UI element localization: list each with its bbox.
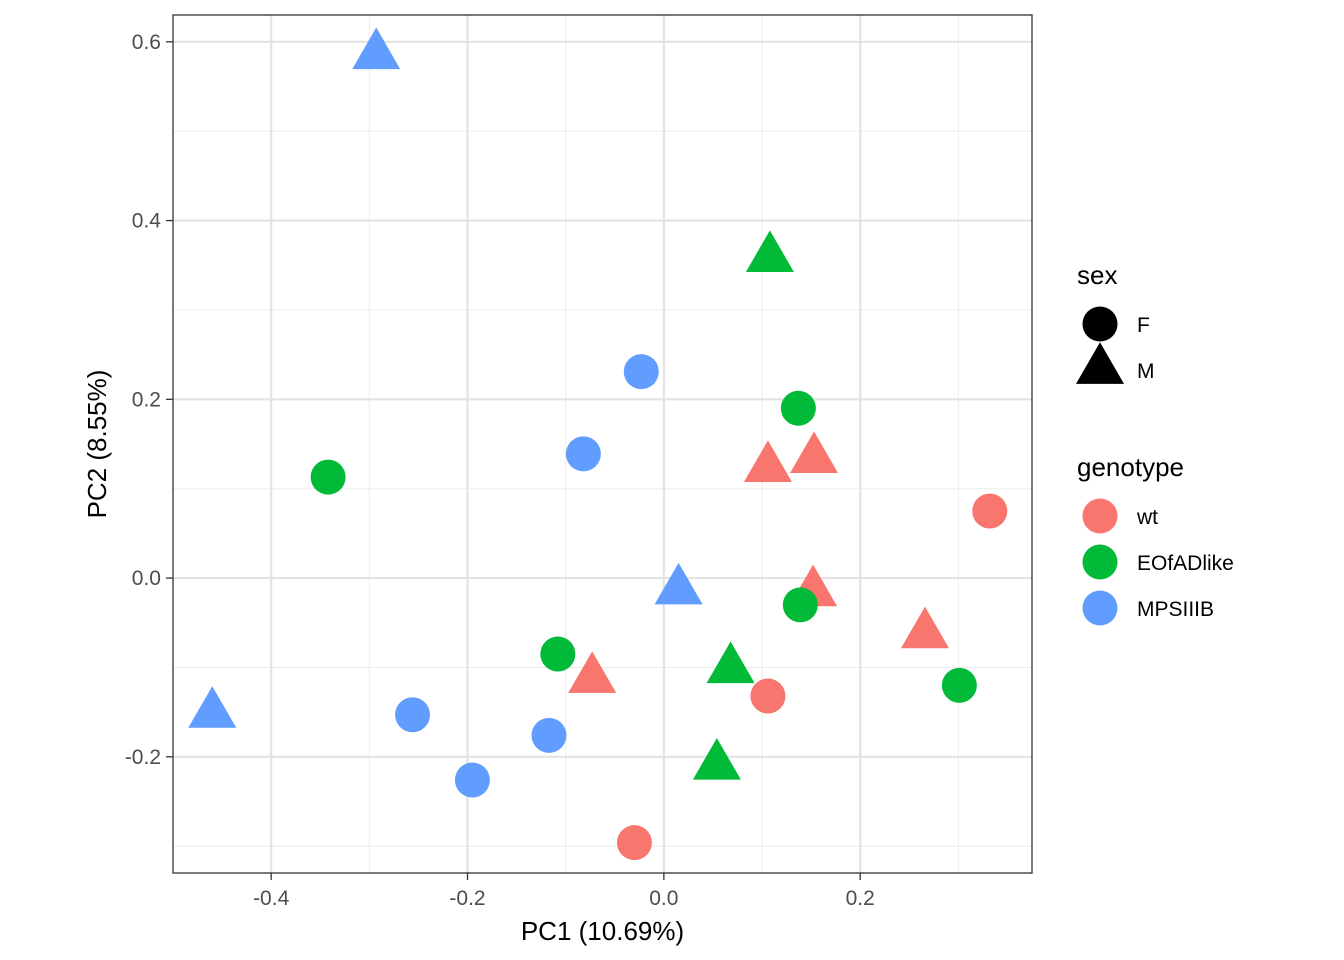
point-mpsiiib-male xyxy=(352,27,401,70)
point-eofadlike-female xyxy=(782,587,818,623)
point-mpsiiib-female xyxy=(454,762,490,798)
point-mpsiiib-male xyxy=(654,562,703,605)
point-eofadlike-female xyxy=(310,459,346,495)
data-points xyxy=(188,27,1008,861)
y-tick-label: 0.0 xyxy=(132,567,161,590)
legend-sex-title: sex xyxy=(1077,260,1117,290)
point-wt-male xyxy=(743,440,792,482)
x-tick-label: 0.2 xyxy=(846,887,875,910)
y-axis-title: PC2 (8.55%) xyxy=(82,370,112,519)
plot-panel-border xyxy=(172,14,1033,874)
legend-key-circle xyxy=(1082,306,1118,342)
x-tick-label: -0.4 xyxy=(253,887,290,910)
y-tick-label: 0.4 xyxy=(132,210,162,233)
point-eofadlike-female xyxy=(540,636,576,672)
legend-label-mpsiiib: MPSIIIB xyxy=(1137,598,1214,621)
y-tick-label: 0.6 xyxy=(132,31,161,54)
x-axis-title: PC1 (10.69%) xyxy=(521,916,684,946)
point-mpsiiib-male xyxy=(188,686,237,728)
point-mpsiiib-female xyxy=(395,697,431,733)
legend-key-eofadlike xyxy=(1082,544,1118,580)
point-wt-male xyxy=(568,651,617,693)
point-wt-male xyxy=(900,606,949,649)
legend-label-m: M xyxy=(1137,360,1155,383)
legend-key-mpsiiib xyxy=(1082,590,1118,626)
point-mpsiiib-female xyxy=(623,354,659,390)
legend-sex-items: FM xyxy=(1076,306,1155,384)
point-eofadlike-male xyxy=(706,641,755,684)
axis-ticks: -0.4 -0.2 0.0 0.2 -0.2 0.0 0.2 0.4 0.6 xyxy=(125,31,875,910)
legend-key-wt xyxy=(1082,498,1118,534)
legend-key-triangle xyxy=(1076,342,1124,384)
point-mpsiiib-female xyxy=(565,436,601,472)
point-eofadlike-male xyxy=(745,230,794,272)
legend-genotype-title: genotype xyxy=(1077,452,1184,482)
point-wt-female xyxy=(750,678,786,714)
legend-label-eofadlike: EOfADlike xyxy=(1137,552,1234,575)
legend-label-wt: wt xyxy=(1136,506,1158,529)
point-wt-female xyxy=(616,825,652,861)
point-eofadlike-female xyxy=(780,390,816,426)
y-tick-label: 0.2 xyxy=(132,388,161,411)
point-mpsiiib-female xyxy=(531,717,567,753)
point-wt-male xyxy=(790,431,839,474)
legend-genotype-items: wt EOfADlike MPSIIIB xyxy=(1082,498,1234,626)
x-tick-label: -0.2 xyxy=(449,887,485,910)
y-tick-label: -0.2 xyxy=(125,746,161,769)
point-eofadlike-male xyxy=(692,738,741,780)
legend-label-f: F xyxy=(1137,314,1150,337)
point-wt-female xyxy=(972,493,1008,529)
point-eofadlike-female xyxy=(941,667,977,703)
legend: sex FM genotype wt EOfADlike MPSIIIB xyxy=(1076,260,1234,626)
x-tick-label: 0.0 xyxy=(649,887,678,910)
